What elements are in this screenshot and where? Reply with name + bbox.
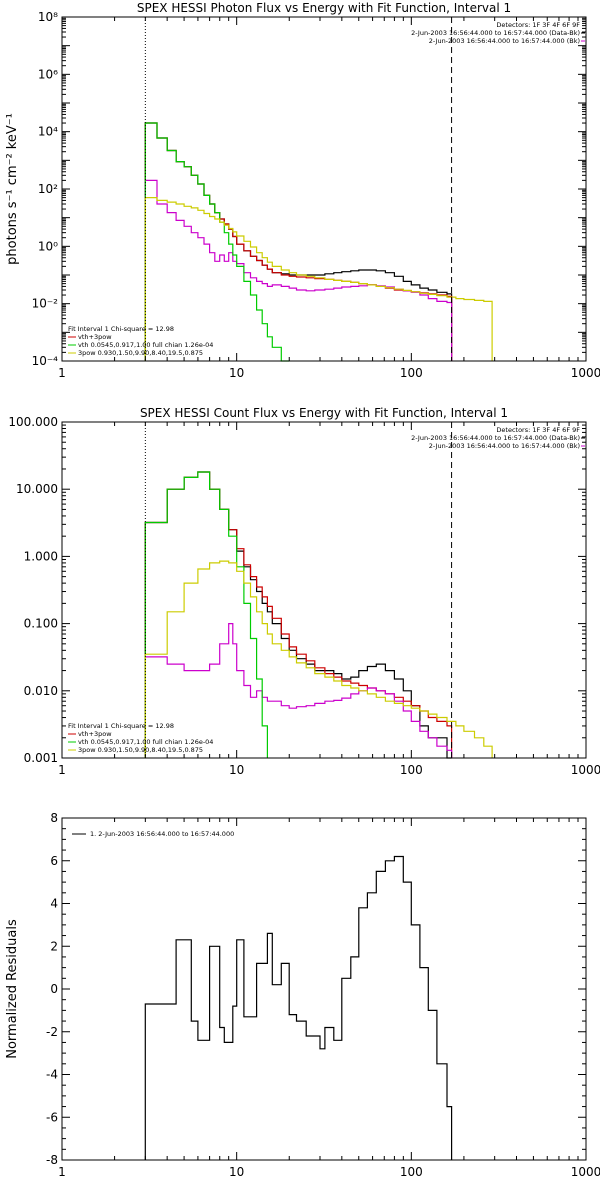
y-tick-label: -4 bbox=[46, 1068, 58, 1082]
y-tick-label: 10⁻⁴ bbox=[32, 354, 59, 368]
legend-entry: Detectors: 1F 3F 4F 6F 9F bbox=[496, 426, 580, 434]
y-tick-label: 10⁸ bbox=[38, 10, 58, 24]
y-tick-label: 6 bbox=[50, 854, 58, 868]
series-line-3pow bbox=[144, 560, 493, 758]
y-tick-label: 4 bbox=[50, 897, 58, 911]
y-axis-label: photons s⁻¹ cm⁻² keV⁻¹ bbox=[5, 113, 20, 265]
legend-bottom-left: Fit Interval 1 Chi-square = 12.98vth+3po… bbox=[68, 722, 213, 754]
legend-entry: 2-Jun-2003 16:56:44.000 to 16:57:44.000 … bbox=[429, 442, 580, 450]
x-tick-label: 10 bbox=[229, 366, 244, 380]
x-tick-label: 1 bbox=[58, 1165, 66, 1179]
chart-panel-2: SPEX HESSI Count Flux vs Energy with Fit… bbox=[8, 406, 600, 777]
legend-entry: 3pow 0.930,1.50,9.90,8.40,19.5,0.875 bbox=[78, 746, 203, 754]
y-tick-label: -6 bbox=[46, 1110, 58, 1124]
y-tick-label: 10⁻² bbox=[32, 297, 59, 311]
y-axis-label: Normalized Residuals bbox=[5, 919, 20, 1059]
y-tick-label: 0.100 bbox=[24, 617, 58, 631]
series-group bbox=[144, 855, 453, 1160]
legend-entry: 2-Jun-2003 16:56:44.000 to 16:57:44.000 … bbox=[411, 29, 580, 37]
legend-entry: Detectors: 1F 3F 4F 6F 9F bbox=[496, 21, 580, 29]
y-tick-label: 1.000 bbox=[24, 549, 58, 563]
x-tick-label: 10 bbox=[229, 1165, 244, 1179]
chart-title: SPEX HESSI Photon Flux vs Energy with Fi… bbox=[137, 1, 511, 15]
y-tick-label: 10.000 bbox=[16, 482, 58, 496]
x-tick-label: 1 bbox=[58, 763, 66, 777]
series-group bbox=[144, 122, 493, 362]
x-axis: 1 10 100 1000 bbox=[58, 17, 600, 380]
y-tick-label: 8 bbox=[50, 811, 58, 825]
legend-entry: vth 0.0545,0.917,1.00 full chian 1.26e-0… bbox=[78, 738, 213, 746]
chart-panel-3: Normalized Residuals 1 10 100 1000 -8 -6 -4 -2 0 2… bbox=[5, 811, 600, 1179]
legend-entry: 2-Jun-2003 16:56:44.000 to 16:57:44.000 … bbox=[429, 37, 580, 45]
y-tick-label: -8 bbox=[46, 1153, 58, 1167]
x-tick-label: 1 bbox=[58, 366, 66, 380]
y-tick-label: -2 bbox=[46, 1025, 58, 1039]
x-tick-label: 100 bbox=[400, 763, 423, 777]
series-group bbox=[144, 471, 493, 759]
series-line-3pow bbox=[144, 197, 493, 361]
legend-entry: 3pow 0.930,1.50,9.90,8.40,19.5,0.875 bbox=[78, 349, 203, 357]
x-tick-label: 1000 bbox=[571, 763, 600, 777]
y-axis: 0.001 0.010 0.100 1.000 10.000 100.000 bbox=[8, 415, 586, 765]
series-line-total-fit bbox=[144, 471, 453, 758]
legend-entry: vth 0.0545,0.917,1.00 full chian 1.26e-0… bbox=[78, 341, 213, 349]
x-tick-label: 1000 bbox=[571, 366, 600, 380]
y-tick-label: 0 bbox=[50, 982, 58, 996]
x-tick-label: 10 bbox=[229, 763, 244, 777]
y-tick-label: 10⁶ bbox=[38, 67, 58, 81]
legend-entry: vth+3pow bbox=[78, 730, 112, 738]
plot-frame bbox=[61, 817, 587, 1161]
y-axis: 10⁻⁴ 10⁻² 10⁰ 10² 10⁴ 10⁶ 10⁸ bbox=[32, 10, 586, 368]
y-tick-label: 0.010 bbox=[24, 684, 58, 698]
legend-bottom-left: Fit Interval 1 Chi-square = 12.98vth+3po… bbox=[68, 325, 213, 357]
series-line-total-fit bbox=[144, 122, 453, 361]
y-tick-label: 0.001 bbox=[24, 751, 58, 765]
legend-top-right: Detectors: 1F 3F 4F 6F 9F2-Jun-2003 16:5… bbox=[411, 426, 585, 450]
plot-frame bbox=[61, 16, 587, 362]
y-tick-label: 100.000 bbox=[8, 415, 58, 429]
legend-entry: 2-Jun-2003 16:56:44.000 to 16:57:44.000 … bbox=[411, 434, 580, 442]
plot-frame bbox=[61, 421, 587, 759]
y-tick-label: 2 bbox=[50, 939, 58, 953]
legend-entry: 1. 2-Jun-2003 16:56:44.000 to 16:57:44.0… bbox=[90, 830, 234, 838]
legend-entry: Fit Interval 1 Chi-square = 12.98 bbox=[68, 722, 174, 730]
y-axis: -8 -6 -4 -2 0 2 4 6 8 bbox=[46, 811, 586, 1167]
legend-top-left: 1. 2-Jun-2003 16:56:44.000 to 16:57:44.0… bbox=[72, 830, 234, 838]
y-tick-label: 10⁴ bbox=[38, 125, 58, 139]
chart-title: SPEX HESSI Count Flux vs Energy with Fit… bbox=[140, 406, 508, 420]
y-tick-label: 10⁰ bbox=[38, 239, 58, 253]
y-tick-label: 10² bbox=[38, 182, 58, 196]
legend-entry: Fit Interval 1 Chi-square = 12.98 bbox=[68, 325, 174, 333]
series-line-data-bk bbox=[144, 471, 452, 759]
x-tick-label: 1000 bbox=[571, 1165, 600, 1179]
series-line-bk bbox=[144, 623, 453, 758]
x-tick-label: 100 bbox=[400, 366, 423, 380]
x-tick-label: 100 bbox=[400, 1165, 423, 1179]
chart-panel-1: SPEX HESSI Photon Flux vs Energy with Fi… bbox=[5, 1, 600, 380]
legend-entry: vth+3pow bbox=[78, 333, 112, 341]
series-line-vth bbox=[144, 471, 268, 758]
legend-top-right: Detectors: 1F 3F 4F 6F 9F2-Jun-2003 16:5… bbox=[411, 21, 585, 45]
x-axis: 1 10 100 1000 bbox=[58, 818, 600, 1179]
series-line-data-bk bbox=[144, 122, 453, 361]
series-line-residuals bbox=[144, 855, 453, 1160]
x-axis: 1 10 100 1000 bbox=[58, 422, 600, 777]
